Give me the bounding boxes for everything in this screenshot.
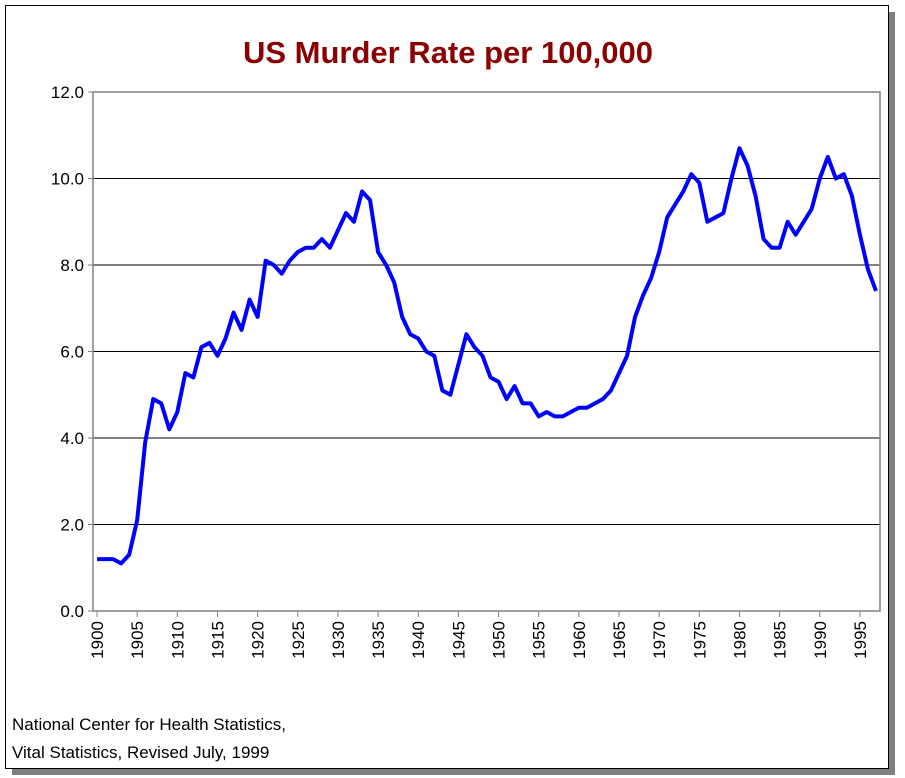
x-tick-label: 1970 [650, 621, 669, 659]
x-tick-label: 1930 [329, 621, 348, 659]
plot-border [92, 91, 881, 612]
x-tick-label: 1940 [409, 621, 428, 659]
y-tick-label: 8.0 [60, 256, 84, 275]
x-tick-label: 1905 [128, 621, 147, 659]
x-tick-label: 1975 [690, 621, 709, 659]
y-tick-label: 12.0 [51, 83, 84, 102]
x-tick-label: 1900 [88, 621, 107, 659]
y-tick-label: 2.0 [60, 516, 84, 535]
x-tick-label: 1950 [490, 621, 509, 659]
source-line: Vital Statistics, Revised July, 1999 [12, 743, 269, 762]
x-tick-label: 1985 [771, 621, 790, 659]
x-tick-label: 1920 [249, 621, 268, 659]
x-tick-label: 1925 [289, 621, 308, 659]
x-tick-label: 1955 [530, 621, 549, 659]
x-tick-label: 1965 [610, 621, 629, 659]
y-tick-label: 10.0 [51, 170, 84, 189]
frame [5, 5, 889, 769]
source-line: National Center for Health Statistics, [12, 715, 286, 734]
x-tick-label: 1995 [851, 621, 870, 659]
data-line [97, 146, 878, 566]
y-tick-label: 4.0 [60, 429, 84, 448]
x-tick-label: 1915 [208, 621, 227, 659]
y-tick-label: 0.0 [60, 602, 84, 621]
x-tick-label: 1960 [570, 621, 589, 659]
chart-title: US Murder Rate per 100,000 [243, 35, 653, 70]
x-tick-label: 1945 [449, 621, 468, 659]
x-tick-label: 1910 [168, 621, 187, 659]
x-tick-label: 1980 [730, 621, 749, 659]
y-tick-label: 6.0 [60, 343, 84, 362]
x-tick-label: 1990 [811, 621, 830, 659]
x-tick-label: 1935 [369, 621, 388, 659]
